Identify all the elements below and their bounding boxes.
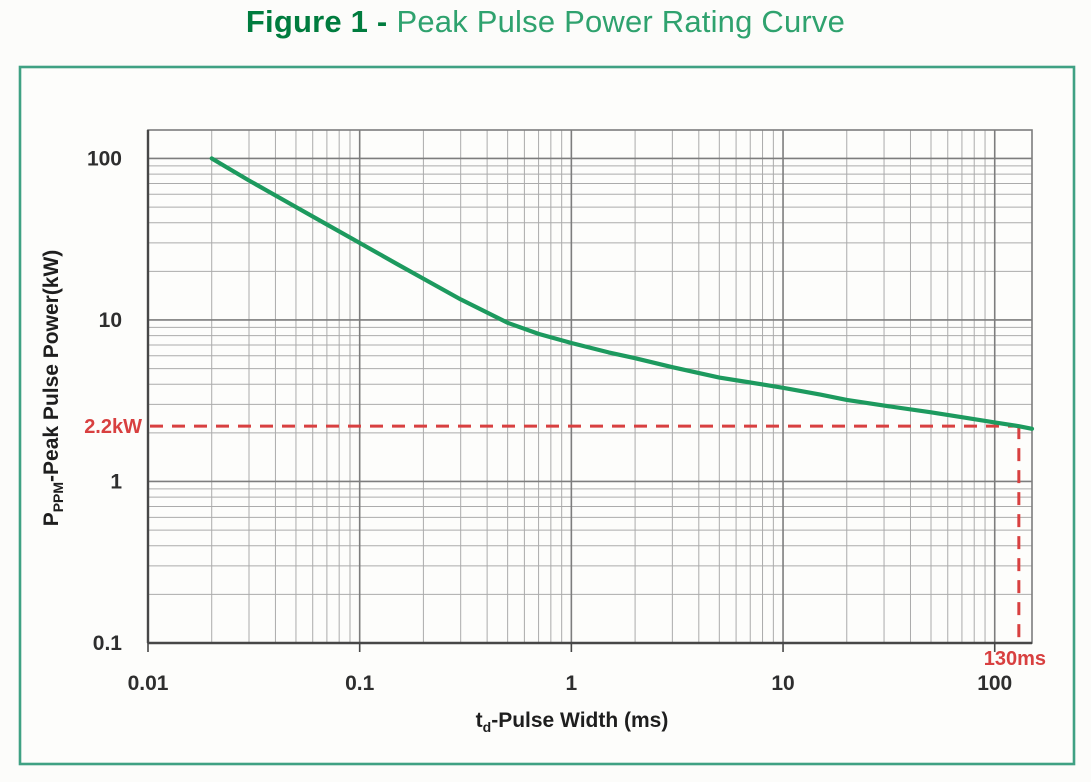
x-tick-label: 1 xyxy=(566,672,578,695)
figure-title-text: Peak Pulse Power Rating Curve xyxy=(396,4,846,39)
y-tick-label: 1 xyxy=(110,470,122,493)
x-axis-title: td-Pulse Width (ms) xyxy=(476,709,669,735)
y-axis-title-rest: -Peak Pulse Power(kW) xyxy=(40,250,63,482)
x-tick-label: 100 xyxy=(977,672,1012,695)
marker-label-power: 2.2kW xyxy=(84,416,142,438)
figure-title: Figure 1 - Peak Pulse Power Rating Curve xyxy=(0,4,1091,40)
y-axis-title-subscript: PPM xyxy=(50,482,66,512)
y-tick-label: 100 xyxy=(87,147,122,170)
y-axis-title: PPPM-Peak Pulse Power(kW) xyxy=(40,250,66,527)
y-tick-label: 0.1 xyxy=(93,632,123,655)
marker-label-time: 130ms xyxy=(984,648,1046,670)
x-tick-label: 0.01 xyxy=(128,672,169,695)
x-tick-label: 10 xyxy=(771,672,794,695)
x-tick-label: 0.1 xyxy=(345,672,375,695)
rating-curve xyxy=(209,156,1035,431)
figure-title-prefix: Figure 1 - xyxy=(245,4,388,39)
y-tick-label: 10 xyxy=(99,309,122,332)
x-axis-title-rest: -Pulse Width (ms) xyxy=(491,709,668,732)
x-axis-title-subscript: d xyxy=(483,719,492,735)
figure-border xyxy=(18,65,1076,766)
